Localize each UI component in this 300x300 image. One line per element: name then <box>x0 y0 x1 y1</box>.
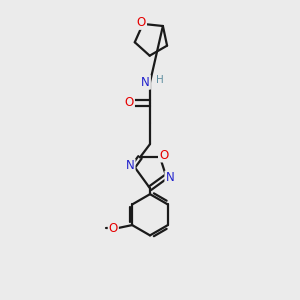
Text: O: O <box>125 96 134 110</box>
Text: O: O <box>137 16 146 29</box>
Text: O: O <box>159 148 168 161</box>
Text: O: O <box>109 221 118 235</box>
Text: N: N <box>141 76 150 89</box>
Text: N: N <box>126 159 135 172</box>
Text: H: H <box>155 75 163 85</box>
Text: N: N <box>165 171 174 184</box>
